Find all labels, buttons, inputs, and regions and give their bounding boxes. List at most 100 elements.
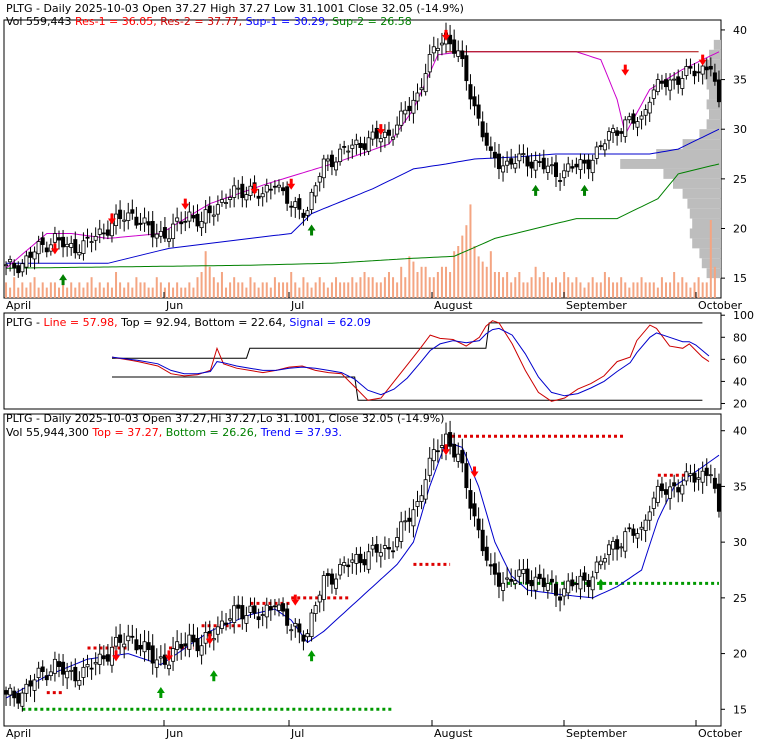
candle-body [85,664,90,668]
candle-body [521,569,526,574]
volume-bar [489,251,492,298]
candle-body [240,605,245,620]
candle-body [545,583,550,591]
candle-body [407,105,412,112]
candle-body [558,596,563,601]
candle-body [704,66,709,71]
volume-bar [286,282,289,298]
candle-body [472,503,477,517]
candle-body [431,449,436,462]
candle-body [146,642,151,651]
x-tick-label: August [434,727,473,740]
candle-body [195,213,200,227]
volume-bar [379,282,382,298]
candle-body [676,76,681,85]
volume-bar [579,282,582,298]
candle-body [362,559,367,566]
profile-bar [706,79,721,90]
trend-panel-frame [3,413,722,727]
candle-body [219,620,224,629]
candle-body [138,644,143,650]
volume-bar [485,266,488,298]
candle-body [187,634,192,650]
volume-bar [78,282,81,298]
volume-bar [257,287,260,298]
candle-body [260,614,265,616]
y-tick-label: 25 [733,592,747,605]
y-tick-label: 15 [733,272,747,285]
volume-bar [139,282,142,298]
volume-bar [477,256,480,298]
volume-bar [624,282,627,298]
candle-body [651,497,656,509]
candle-body [342,562,347,567]
candle-body [56,237,61,241]
candle-body [696,71,701,74]
volume-bar [306,282,309,298]
candle-body [639,526,644,530]
volume-bar [277,282,280,298]
profile-bar [692,238,721,249]
candle-body [20,263,25,273]
volume-bar [159,282,162,298]
candle-body [301,212,306,218]
volume-bar [644,282,647,298]
candle-body [419,495,424,502]
volume-bar [583,287,586,298]
volume-bar [302,277,305,298]
volume-bar [396,282,399,298]
candle-body [598,560,603,566]
candle-body [142,641,147,653]
volume-bar [607,277,610,298]
profile-bar [706,119,721,130]
candle-body [146,221,151,226]
candle-body [215,204,220,215]
profile-bar [656,149,721,159]
candle-body [659,483,664,492]
volume-bar [465,225,468,298]
volume-bar [612,282,615,298]
profile-bar [663,168,721,179]
candle-body [61,661,66,675]
volume-bar [25,287,28,298]
volume-bar [359,277,362,298]
candle-body [20,692,25,707]
sell-arrow-icon [287,178,296,190]
candle-body [313,605,318,614]
candle-body [541,577,546,588]
candle-body [696,477,701,480]
trend-x-axis-labels: April Jun Jul August September October [3,720,742,740]
candle-body [480,529,485,552]
trend-y-ticks: 40 35 30 25 20 15 [721,425,747,716]
volume-bar [314,282,317,298]
header-segment: PLTG - Daily 2025-10-03 Open 37.27 High … [6,2,464,15]
candle-body [65,243,70,248]
x-tick-label: Jun [165,299,183,312]
candle-body [134,639,139,651]
header-segment: Bottom = 26.26, [162,426,257,439]
candle-body [382,131,387,138]
candle-body [533,160,538,171]
y-tick-label: 80 [733,331,747,344]
buy-arrow-icon [209,670,218,682]
volume-bar [241,282,244,298]
candle-body [101,232,106,235]
price-panel: 40 35 30 25 20 15 April Jun Jul August September O… [3,2,747,312]
candle-body [668,79,673,91]
volume-bar [542,272,545,298]
candle-body [301,634,306,642]
candle-body [24,683,29,694]
candle-body [228,197,233,200]
volume-bar [603,272,606,298]
profile-bar [620,159,721,169]
volume-bar [70,282,73,298]
oscillator-panel: 100 80 60 40 20 PLTG - Line = 57.98, Top = 9… [3,309,754,410]
volume-bar [632,282,635,298]
candle-body [244,194,249,201]
header-segment: Sup-1 = 30.29, [242,15,329,28]
candle-body [329,154,334,168]
volume-bar [514,277,517,298]
profile-bar [689,208,721,219]
candle-body [460,450,465,464]
volume-bar [318,277,321,298]
